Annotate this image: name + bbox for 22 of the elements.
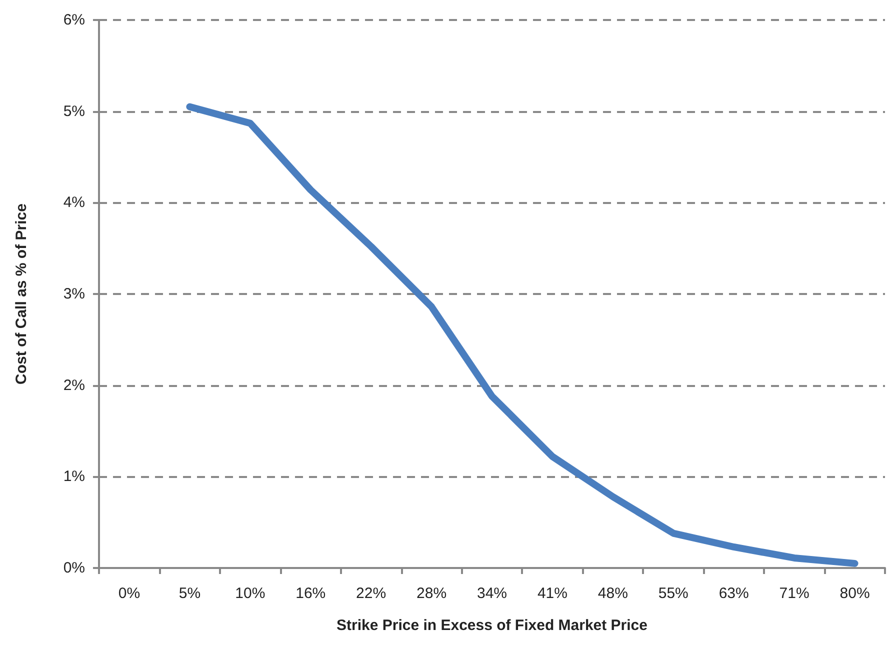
y-tick-label: 2% (63, 376, 85, 394)
y-tick-label: 4% (63, 194, 85, 212)
x-tick-label: 28% (416, 585, 447, 602)
y-tick-label: 3% (63, 286, 85, 302)
y-tick-label: 5% (63, 102, 85, 120)
x-axis-title: Strike Price in Excess of Fixed Market Price (336, 617, 648, 634)
x-tick-label: 16% (296, 585, 326, 602)
x-tick-label: 41% (537, 585, 568, 602)
y-axis-title: Cost of Call as % of Price (13, 204, 30, 384)
x-tick-label: 34% (476, 585, 508, 602)
x-tick-label: 80% (840, 585, 870, 602)
y-tick-label: 1% (63, 468, 85, 486)
x-tick-label: 0% (118, 585, 140, 602)
x-tick-label: 22% (356, 585, 386, 602)
x-tick-label: 63% (718, 585, 749, 602)
y-tick-label: 0% (63, 560, 85, 576)
x-tick-label: 48% (598, 585, 628, 602)
x-tick-label: 10% (235, 585, 266, 602)
x-tick-label: 55% (658, 585, 688, 602)
x-tick-label: 5% (178, 585, 201, 602)
y-tick-label: 6% (63, 12, 85, 28)
x-tick-label: 71% (779, 585, 810, 602)
